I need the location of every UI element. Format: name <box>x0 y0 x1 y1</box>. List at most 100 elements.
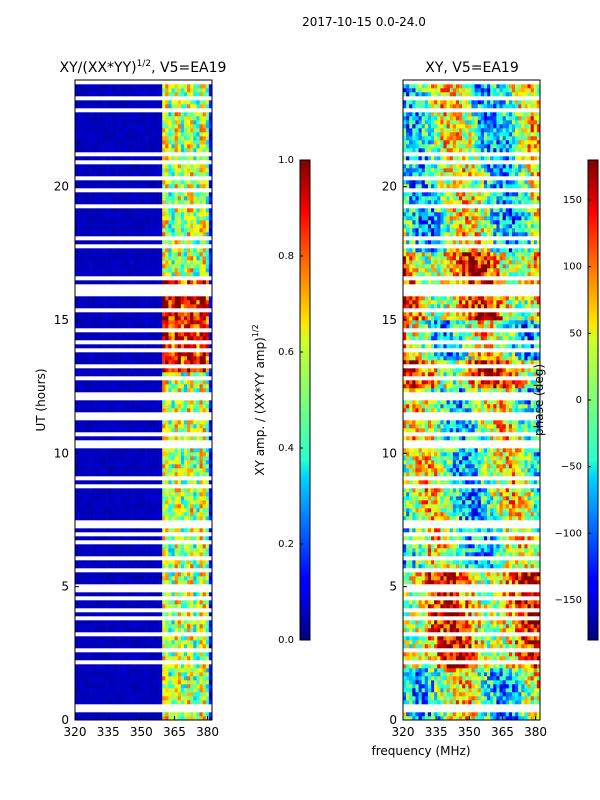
heatmap-cell <box>78 372 82 377</box>
heatmap-cell <box>165 332 169 337</box>
heatmap-cell <box>81 372 85 377</box>
heatmap-cell <box>87 144 91 149</box>
heatmap-cell <box>81 196 85 201</box>
heatmap-cell <box>137 628 141 633</box>
heatmap-cell <box>109 148 113 153</box>
heatmap-cell <box>124 184 129 189</box>
heatmap-cell <box>124 604 129 609</box>
heatmap-cell <box>171 468 175 473</box>
heatmap-cell <box>78 200 82 205</box>
heatmap-cell <box>143 536 147 541</box>
heatmap-cell <box>84 216 88 221</box>
heatmap-cell <box>137 228 141 233</box>
heatmap-cell <box>205 344 210 349</box>
heatmap-cell <box>96 228 101 233</box>
heatmap-cell <box>193 488 197 493</box>
heatmap-cell <box>174 104 179 109</box>
heatmap-cell <box>193 512 197 517</box>
heatmap-cell <box>196 644 200 649</box>
heatmap-cell <box>99 496 104 501</box>
heatmap-cell <box>162 272 166 277</box>
heatmap-cell <box>183 696 188 701</box>
heatmap-cell <box>168 252 172 257</box>
heatmap-cell <box>183 228 188 233</box>
heatmap-cell <box>87 248 91 253</box>
heatmap-cell <box>96 148 101 153</box>
heatmap-cell <box>115 696 119 701</box>
heatmap-cell <box>149 140 154 145</box>
heatmap-cell <box>118 424 123 429</box>
heatmap-cell <box>84 580 88 585</box>
heatmap-cell <box>115 240 119 245</box>
heatmap-cell <box>183 148 188 153</box>
heatmap-cell <box>134 640 138 645</box>
heatmap-cell <box>106 408 110 413</box>
heatmap-cell <box>187 612 191 617</box>
heatmap-cell <box>202 512 207 517</box>
flagged-row <box>75 188 212 193</box>
heatmap-cell <box>96 232 101 237</box>
heatmap-cell <box>131 336 135 341</box>
heatmap-cell <box>159 516 163 521</box>
heatmap-cell <box>87 424 91 429</box>
heatmap-cell <box>202 640 207 645</box>
heatmap-cell <box>165 312 169 317</box>
heatmap-cell <box>103 488 107 493</box>
heatmap-cell <box>112 448 116 453</box>
heatmap-cell <box>134 672 138 677</box>
heatmap-cell <box>127 688 132 693</box>
heatmap-cell <box>149 356 154 361</box>
heatmap-cell <box>106 100 110 105</box>
heatmap-cell <box>106 536 110 541</box>
heatmap-cell <box>96 700 101 705</box>
heatmap-cell <box>193 452 197 457</box>
heatmap-cell <box>165 468 169 473</box>
heatmap-cell <box>87 528 91 533</box>
heatmap-cell <box>174 420 179 425</box>
heatmap-cell <box>171 240 175 245</box>
heatmap-cell <box>81 332 85 337</box>
heatmap-cell <box>81 352 85 357</box>
heatmap-cell <box>90 544 94 549</box>
heatmap-cell <box>143 436 147 441</box>
heatmap-cell <box>134 468 138 473</box>
heatmap-cell <box>93 492 98 497</box>
heatmap-cell <box>134 224 138 229</box>
heatmap-cell <box>155 220 160 225</box>
heatmap-cell <box>165 296 169 301</box>
heatmap-cell <box>106 508 110 513</box>
heatmap-cell <box>96 172 101 177</box>
heatmap-cell <box>199 380 203 385</box>
heatmap-cell <box>75 296 79 301</box>
heatmap-cell <box>199 576 203 581</box>
heatmap-cell <box>143 100 147 105</box>
heatmap-cell <box>75 716 79 721</box>
heatmap-cell <box>202 240 207 245</box>
heatmap-cell <box>183 492 188 497</box>
heatmap-cell <box>131 408 135 413</box>
heatmap-cell <box>137 112 141 117</box>
heatmap-cell <box>99 408 104 413</box>
heatmap-cell <box>183 192 188 197</box>
heatmap-cell <box>165 572 169 577</box>
heatmap-cell <box>137 316 141 321</box>
heatmap-cell <box>174 256 179 261</box>
heatmap-cell <box>171 668 175 673</box>
heatmap-cell <box>109 472 113 477</box>
heatmap-cell <box>109 384 113 389</box>
heatmap-cell <box>93 252 98 257</box>
heatmap-cell <box>143 304 147 309</box>
heatmap-cell <box>149 168 154 173</box>
heatmap-cell <box>183 120 188 125</box>
heatmap-cell <box>112 144 116 149</box>
heatmap-cell <box>87 280 91 285</box>
heatmap-cell <box>196 260 200 265</box>
heatmap-cell <box>146 620 151 625</box>
heatmap-cell <box>90 172 94 177</box>
heatmap-cell <box>190 344 194 349</box>
heatmap-cell <box>90 664 94 669</box>
heatmap-cell <box>124 428 129 433</box>
heatmap-cell <box>190 668 194 673</box>
heatmap-cell <box>140 316 144 321</box>
heatmap-cell <box>180 460 185 465</box>
